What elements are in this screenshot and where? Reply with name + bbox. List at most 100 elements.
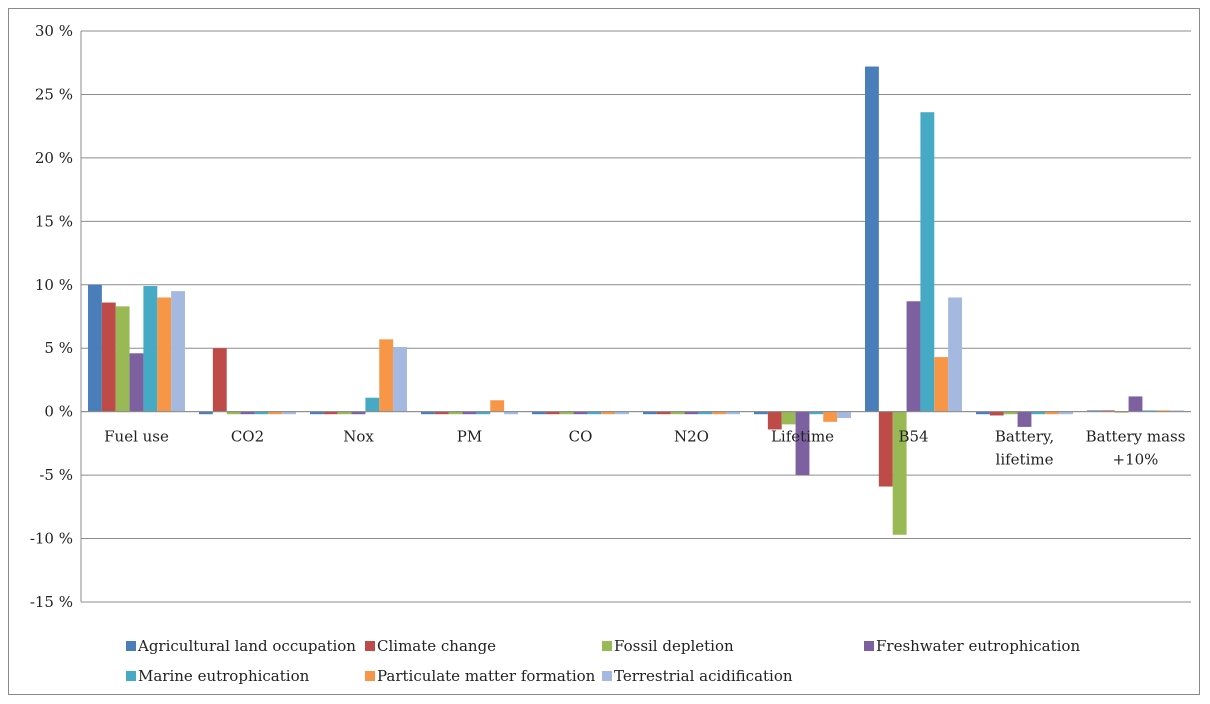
legend-swatch [365, 671, 375, 681]
bar [781, 411, 796, 425]
bar [1142, 410, 1157, 412]
category-label: N2O [674, 428, 709, 446]
category-label: Battery mass [1086, 428, 1186, 446]
bar [837, 411, 851, 419]
bar [1156, 410, 1171, 412]
bar [476, 411, 491, 415]
bar [1059, 411, 1073, 415]
bar [865, 66, 879, 412]
bar [157, 297, 172, 412]
y-tick-label: 25 % [35, 85, 73, 103]
bar [892, 411, 907, 535]
bar [421, 411, 435, 415]
y-tick-labels: -15 % -10 % -5 % 0 % 5 % 10 % 15 % 20 % 25 % 30 % [30, 22, 73, 611]
chart-frame: -15 % -10 % -5 % 0 % 5 % 10 % 15 % 20 % 25 % 30 %… [8, 8, 1200, 695]
legend-label: Freshwater eutrophication [876, 637, 1080, 655]
bar [767, 411, 782, 430]
bar [878, 411, 893, 487]
bar [129, 353, 144, 412]
bar [434, 411, 449, 415]
bar [490, 400, 505, 412]
category-label: Fuel use [104, 428, 169, 446]
bar [462, 411, 477, 415]
bar [171, 291, 185, 412]
bar [906, 301, 921, 412]
bar [795, 411, 810, 476]
bar [101, 302, 116, 412]
bar [643, 411, 657, 415]
bar [920, 112, 935, 412]
bar [268, 411, 283, 415]
bar [88, 284, 102, 412]
category-label: Battery, [995, 428, 1054, 446]
category-label: lifetime [996, 451, 1054, 469]
category-label: CO2 [231, 428, 264, 446]
legend-swatch [126, 641, 136, 651]
bar [545, 411, 560, 415]
y-tick-label: -15 % [30, 593, 73, 611]
bar [226, 411, 241, 415]
bar [1170, 410, 1184, 412]
legend-label: Terrestrial acidification [614, 667, 793, 685]
y-tick-label: 5 % [44, 339, 73, 357]
bar [670, 411, 685, 415]
bar [754, 411, 768, 415]
bar [1128, 396, 1143, 412]
bar [656, 411, 671, 415]
bar [601, 411, 616, 415]
bar [337, 411, 352, 415]
bar [989, 411, 1004, 416]
bar [726, 411, 740, 415]
category-labels: Fuel use CO2 Nox PM CO N2O Lifetime B54 Battery,… [104, 428, 1185, 469]
bar [1045, 411, 1060, 415]
y-tick-label: -10 % [30, 530, 73, 548]
bar [351, 411, 366, 415]
legend-swatch [864, 641, 874, 651]
y-tick-label: 10 % [35, 276, 73, 294]
bar [379, 339, 394, 412]
bar [212, 348, 227, 412]
y-tick-label: 30 % [35, 22, 73, 40]
legend-swatch [365, 641, 375, 651]
bar [532, 411, 546, 415]
bar [698, 411, 713, 415]
bar [587, 411, 602, 415]
bar [199, 411, 213, 415]
bar [504, 411, 518, 415]
y-tick-label: 20 % [35, 149, 73, 167]
category-label: PM [457, 428, 482, 446]
bar [1003, 411, 1018, 415]
bar [310, 411, 324, 415]
bar [934, 357, 949, 412]
legend-swatch [126, 671, 136, 681]
bar [323, 411, 338, 415]
bar [115, 306, 130, 412]
legend-label: Fossil depletion [614, 637, 734, 655]
bars [88, 66, 1184, 535]
legend-label: Climate change [377, 637, 496, 655]
bar [143, 286, 158, 412]
y-tick-label: 15 % [35, 212, 73, 230]
category-label: B54 [898, 428, 928, 446]
bar [365, 397, 380, 412]
bar [282, 411, 296, 415]
bar [1100, 410, 1115, 412]
bar [573, 411, 588, 415]
bar [976, 411, 990, 415]
bar [948, 297, 962, 412]
legend-swatch [602, 671, 612, 681]
category-label: Nox [343, 428, 374, 446]
bar [559, 411, 574, 415]
category-label: CO [569, 428, 593, 446]
bar [1087, 410, 1101, 412]
legend: Agricultural land occupation Climate chan… [126, 637, 1080, 685]
bar-chart: -15 % -10 % -5 % 0 % 5 % 10 % 15 % 20 % 25 % 30 %… [30, 22, 1191, 685]
bar [1031, 411, 1046, 415]
bar [615, 411, 629, 415]
bar [1017, 411, 1032, 427]
bar [684, 411, 699, 415]
bar [240, 411, 255, 415]
bar [448, 411, 463, 415]
bar [823, 411, 838, 422]
grid-lines [81, 30, 1191, 603]
